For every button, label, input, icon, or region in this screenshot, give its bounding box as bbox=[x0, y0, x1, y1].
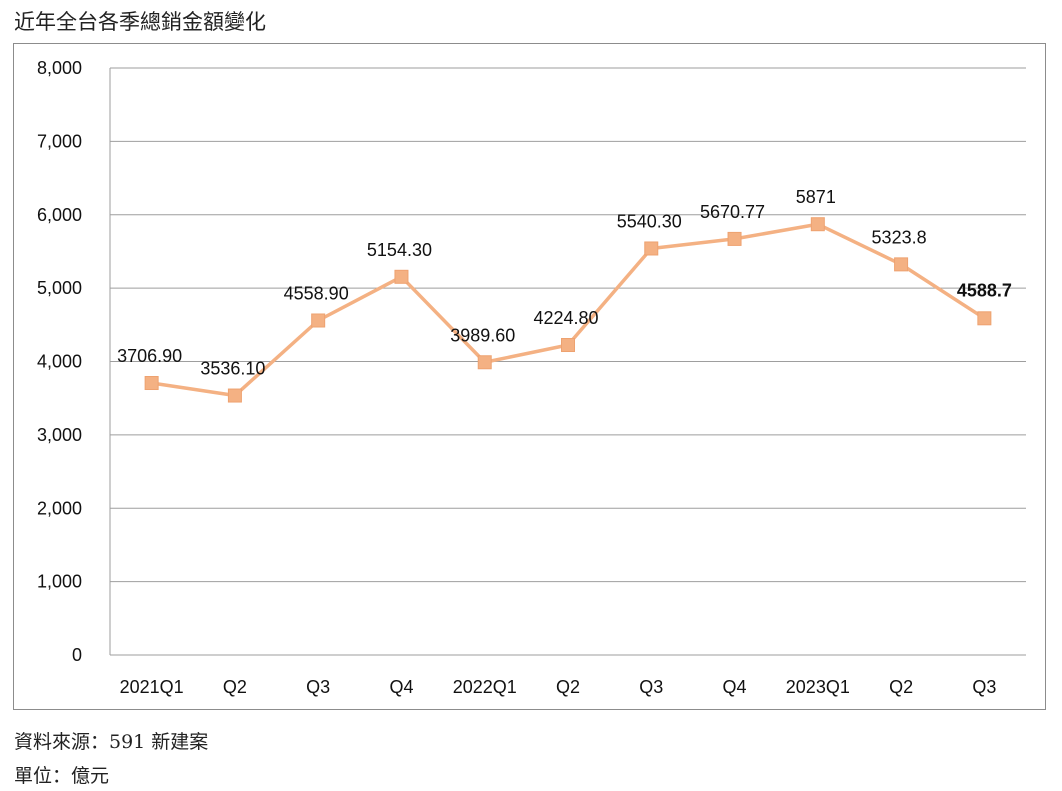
data-label: 4558.90 bbox=[284, 283, 349, 303]
data-label: 3536.10 bbox=[200, 359, 265, 379]
data-label: 5670.77 bbox=[700, 202, 765, 222]
x-tick-label: Q3 bbox=[972, 677, 996, 697]
data-point-marker bbox=[144, 376, 159, 391]
y-tick-label: 2,000 bbox=[37, 498, 82, 518]
x-tick-label: Q3 bbox=[306, 677, 330, 697]
x-tick-label: 2023Q1 bbox=[786, 677, 850, 697]
data-label: 5154.30 bbox=[367, 240, 432, 260]
y-tick-label: 0 bbox=[72, 645, 82, 665]
y-tick-label: 1,000 bbox=[37, 572, 82, 592]
data-label: 5540.30 bbox=[617, 211, 682, 231]
data-point-marker bbox=[394, 269, 409, 284]
y-tick-label: 3,000 bbox=[37, 425, 82, 445]
data-point-marker bbox=[561, 338, 575, 353]
y-tick-label: 6,000 bbox=[37, 205, 82, 225]
highlight-data-label: 4588.7 bbox=[957, 280, 1012, 300]
data-label: 3989.60 bbox=[450, 325, 515, 345]
x-tick-label: Q4 bbox=[389, 677, 413, 697]
x-tick-label: Q2 bbox=[223, 677, 247, 697]
data-point-marker bbox=[227, 388, 242, 403]
y-tick-label: 4,000 bbox=[37, 352, 82, 372]
x-tick-label: Q2 bbox=[889, 677, 913, 697]
x-tick-label: Q3 bbox=[639, 677, 663, 697]
y-tick-label: 8,000 bbox=[37, 58, 82, 78]
data-label: 5871 bbox=[796, 187, 836, 207]
data-label: 3706.90 bbox=[117, 346, 182, 366]
data-label: 4224.80 bbox=[533, 308, 598, 328]
y-tick-label: 7,000 bbox=[37, 131, 82, 151]
x-tick-label: Q4 bbox=[723, 677, 747, 697]
source-note: 資料來源：591 新建案 bbox=[14, 731, 209, 753]
x-tick-label: 2021Q1 bbox=[120, 677, 184, 697]
data-point-marker bbox=[810, 217, 825, 232]
data-point-marker bbox=[477, 355, 492, 370]
chart-title: 近年全台各季總銷金額變化 bbox=[14, 10, 266, 34]
data-label: 5323.8 bbox=[872, 227, 927, 247]
data-point-marker bbox=[894, 257, 909, 272]
chart-frame: 0 1,000 2,000 3,000 4,000 5,000 6,000 7,000 8,00… bbox=[13, 43, 1046, 710]
x-tick-label: 2022Q1 bbox=[453, 677, 517, 697]
data-point-marker bbox=[311, 313, 326, 328]
data-point-marker bbox=[644, 241, 659, 256]
unit-note: 單位：億元 bbox=[14, 765, 110, 787]
line-chart: 0 1,000 2,000 3,000 4,000 5,000 6,000 7,000 8,00… bbox=[37, 58, 1026, 697]
x-tick-label: Q2 bbox=[556, 677, 580, 697]
y-tick-label: 5,000 bbox=[37, 278, 82, 298]
data-point-marker bbox=[977, 311, 992, 326]
data-point-marker bbox=[727, 231, 742, 246]
